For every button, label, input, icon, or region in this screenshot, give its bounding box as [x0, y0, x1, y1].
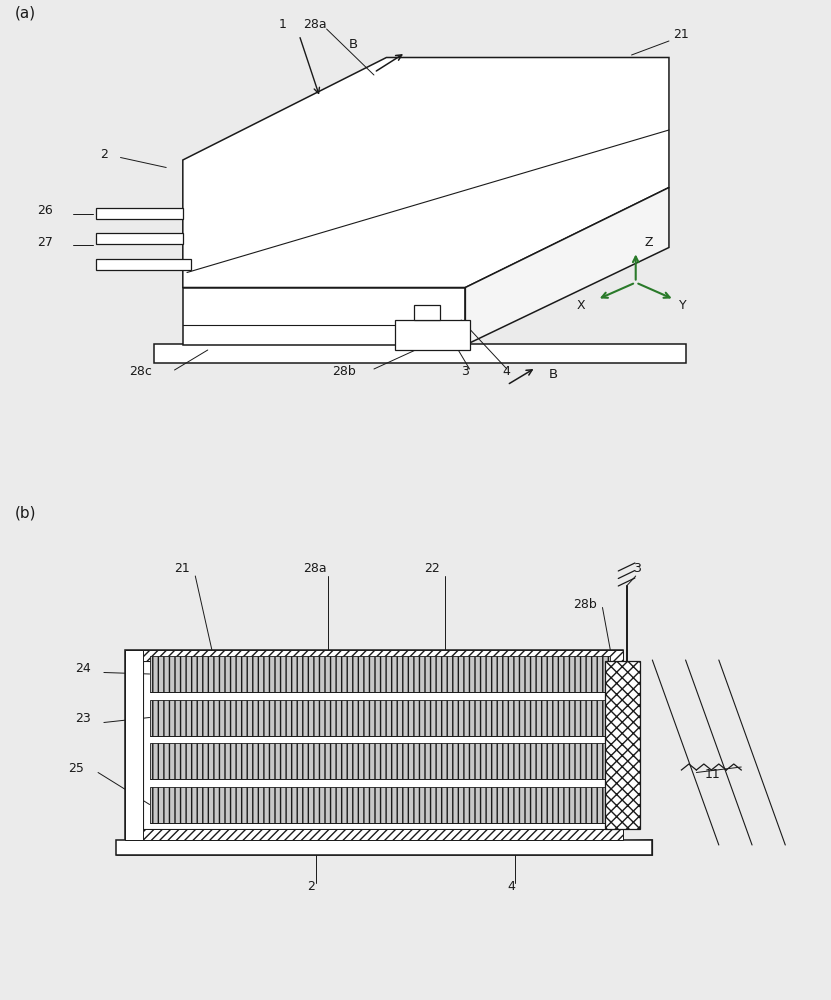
- Text: B: B: [548, 367, 558, 380]
- Text: (a): (a): [15, 5, 36, 20]
- Polygon shape: [150, 743, 610, 779]
- Text: 4: 4: [507, 880, 514, 893]
- Text: 4: 4: [503, 365, 510, 378]
- Polygon shape: [150, 656, 610, 692]
- Text: (b): (b): [15, 506, 37, 520]
- Polygon shape: [465, 188, 669, 345]
- Polygon shape: [96, 259, 191, 270]
- Text: 28a: 28a: [303, 17, 327, 30]
- Polygon shape: [125, 650, 623, 840]
- Text: Y: Y: [679, 299, 686, 312]
- Polygon shape: [125, 829, 623, 840]
- Text: 22: 22: [424, 562, 440, 575]
- Polygon shape: [150, 786, 610, 822]
- Polygon shape: [125, 650, 623, 661]
- Polygon shape: [183, 288, 465, 345]
- Polygon shape: [395, 320, 470, 350]
- Text: 28b: 28b: [573, 597, 597, 610]
- Text: Z: Z: [644, 235, 652, 248]
- Polygon shape: [414, 305, 440, 320]
- Polygon shape: [116, 840, 652, 855]
- Text: 2: 2: [307, 880, 315, 893]
- Polygon shape: [125, 650, 143, 840]
- Text: 27: 27: [37, 236, 53, 249]
- Text: 24: 24: [75, 662, 91, 676]
- Polygon shape: [96, 208, 183, 219]
- Text: 11: 11: [705, 768, 720, 780]
- Text: 28b: 28b: [332, 365, 356, 378]
- Text: 28c: 28c: [129, 365, 152, 378]
- Text: 21: 21: [673, 27, 689, 40]
- Text: 3: 3: [633, 562, 641, 575]
- Text: 1: 1: [278, 17, 286, 30]
- Text: X: X: [577, 299, 585, 312]
- Polygon shape: [116, 840, 652, 855]
- Text: 28a: 28a: [303, 562, 327, 575]
- Polygon shape: [96, 232, 183, 244]
- Text: 25: 25: [68, 762, 84, 776]
- Text: 23: 23: [75, 712, 91, 726]
- Polygon shape: [150, 700, 610, 736]
- Text: 2: 2: [100, 147, 107, 160]
- Text: 21: 21: [175, 562, 190, 575]
- Text: 3: 3: [461, 365, 469, 378]
- Text: 26: 26: [37, 204, 53, 217]
- Text: B: B: [349, 37, 358, 50]
- Polygon shape: [183, 57, 669, 288]
- Polygon shape: [605, 661, 640, 829]
- Polygon shape: [154, 344, 686, 362]
